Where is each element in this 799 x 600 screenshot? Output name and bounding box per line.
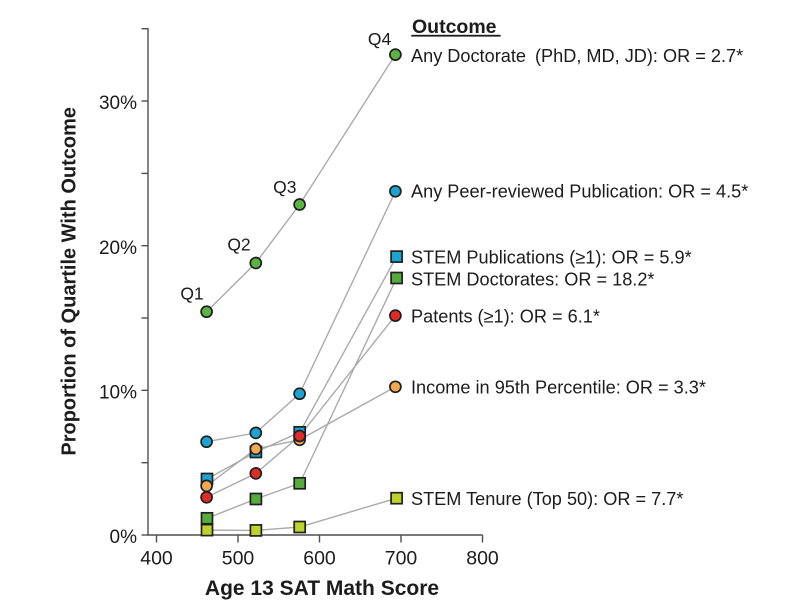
svg-text:600: 600 (303, 548, 336, 570)
svg-text:Income in 95th Percentile: OR: Income in 95th Percentile: OR = 3.3* (411, 378, 706, 398)
svg-text:STEM Tenure (Top 50): OR = 7.7: STEM Tenure (Top 50): OR = 7.7* (411, 489, 683, 509)
svg-text:400: 400 (140, 548, 173, 570)
svg-text:Q2: Q2 (227, 234, 250, 254)
svg-text:0%: 0% (110, 527, 138, 548)
svg-text:Patents (≥1): OR = 6.1*: Patents (≥1): OR = 6.1* (411, 307, 600, 327)
svg-text:Any Peer-reviewed Publication:: Any Peer-reviewed Publication: OR = 4.5* (411, 182, 748, 202)
svg-text:700: 700 (385, 548, 418, 570)
svg-text:800: 800 (466, 548, 499, 570)
svg-text:STEM Doctorates: OR = 18.2*: STEM Doctorates: OR = 18.2* (411, 270, 654, 290)
svg-text:Age 13 SAT Math Score: Age 13 SAT Math Score (205, 577, 439, 600)
svg-text:500: 500 (222, 548, 255, 570)
svg-text:Q3: Q3 (273, 177, 296, 197)
svg-text:Proportion of Quartile With Ou: Proportion of Quartile With Outcome (58, 107, 80, 456)
svg-text:Outcome: Outcome (412, 16, 497, 38)
svg-text:20%: 20% (99, 238, 137, 259)
svg-text:30%: 30% (99, 93, 137, 114)
svg-text:Any Doctorate (PhD, MD, JD): O: Any Doctorate (PhD, MD, JD): OR = 2.7* (411, 46, 743, 66)
svg-text:10%: 10% (99, 382, 137, 403)
svg-text:Q4: Q4 (368, 29, 392, 49)
svg-text:STEM Publications (≥1): OR = 5: STEM Publications (≥1): OR = 5.9* (411, 247, 692, 267)
svg-text:Q1: Q1 (180, 283, 203, 303)
